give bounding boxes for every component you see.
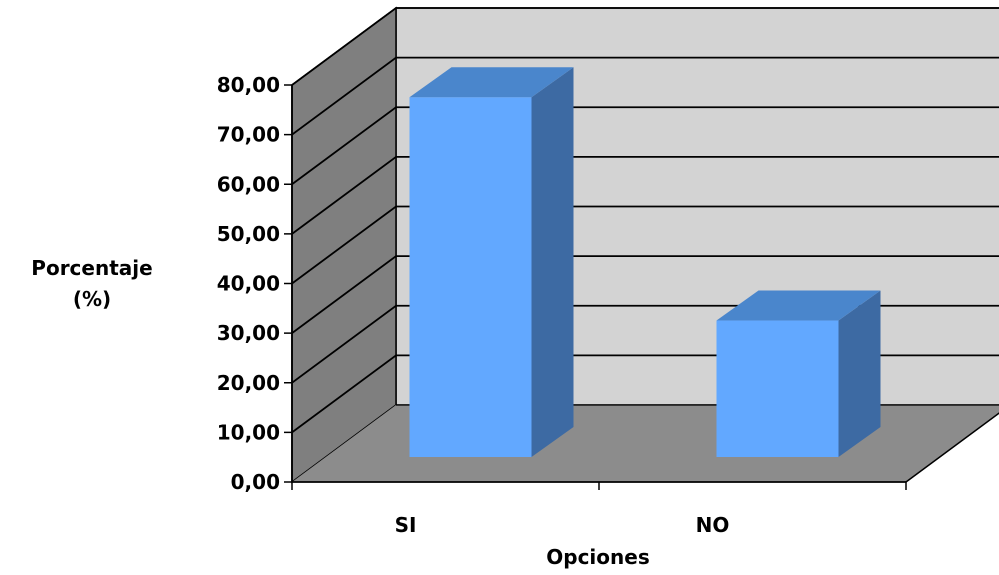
y-tick-label: 70,00: [217, 123, 280, 147]
gridline: [291, 155, 999, 235]
x-category-label: SI: [395, 513, 417, 537]
y-tick-label: 0,00: [231, 470, 280, 494]
gridlines: [291, 7, 999, 434]
y-tick-label: 30,00: [217, 321, 280, 345]
gridline: [291, 205, 999, 285]
gridline: [291, 106, 999, 185]
y-axis-title-line-2: (%): [73, 287, 111, 311]
x-axis-title: Opciones: [546, 545, 649, 569]
gridline: [291, 56, 999, 136]
bar-top: [409, 67, 574, 98]
y-axis-title-line-1: Porcentaje: [31, 256, 152, 280]
y-tick-label: 40,00: [217, 272, 280, 296]
gridline: [291, 7, 999, 86]
floor-right-edge: [905, 412, 999, 483]
bar-side: [531, 67, 574, 457]
chart-walls: [291, 6, 999, 484]
y-tick-label: 80,00: [217, 73, 280, 97]
x-category-label: NO: [696, 513, 730, 537]
bar-front: [716, 320, 839, 457]
gridline: [291, 255, 999, 334]
y-tick-label: 50,00: [217, 222, 280, 246]
y-tick-label: 10,00: [217, 420, 280, 444]
bar-side: [838, 290, 881, 457]
x-category-labels: SI NO: [395, 513, 730, 537]
bar-top: [716, 290, 881, 321]
y-tick-label: 60,00: [217, 172, 280, 196]
y-tick-label: 20,00: [217, 371, 280, 395]
floor: [292, 405, 999, 482]
bar-front: [409, 97, 532, 457]
y-tick-labels: 0,00 10,00 20,00 30,00 40,00 50,00 60,00 70,00 8…: [217, 73, 292, 494]
bars: [409, 67, 881, 457]
